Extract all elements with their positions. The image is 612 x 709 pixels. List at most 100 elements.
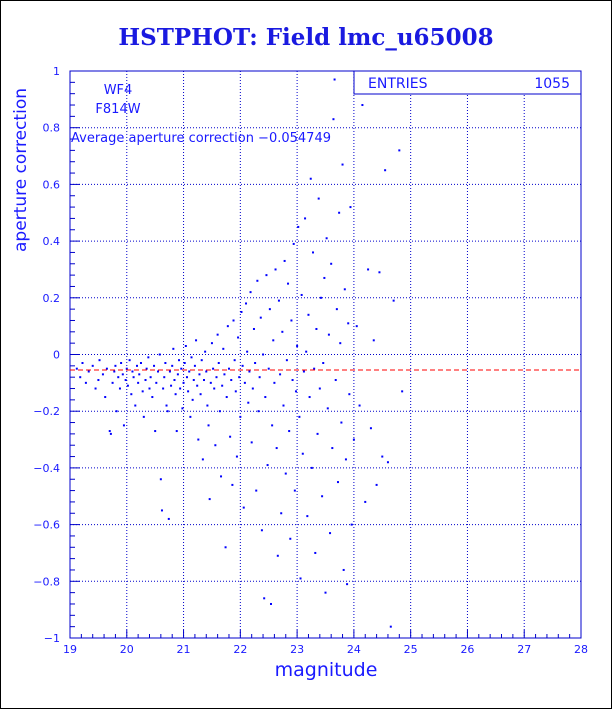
- data-point: [124, 379, 127, 382]
- data-point: [217, 362, 220, 365]
- data-point: [180, 367, 183, 370]
- data-point: [79, 376, 82, 379]
- data-point: [141, 390, 144, 393]
- data-point: [182, 381, 185, 384]
- data-point: [314, 551, 317, 554]
- data-point: [338, 211, 341, 214]
- data-point: [130, 393, 133, 396]
- x-tick-label: 25: [404, 643, 418, 656]
- data-point: [190, 356, 193, 359]
- x-tick-label: 22: [233, 643, 247, 656]
- data-point: [117, 376, 120, 379]
- data-point: [166, 410, 169, 413]
- data-point: [330, 262, 333, 265]
- data-point: [207, 424, 210, 427]
- data-point: [255, 489, 258, 492]
- data-point: [245, 302, 248, 305]
- data-point: [389, 625, 392, 628]
- data-point: [384, 169, 387, 172]
- data-point: [223, 373, 226, 376]
- data-point: [332, 118, 335, 121]
- data-point: [225, 396, 228, 399]
- stats-box: [353, 70, 582, 95]
- data-point: [301, 452, 304, 455]
- data-point: [142, 415, 145, 418]
- data-point: [307, 313, 310, 316]
- y-tick-label: −0.4: [33, 462, 60, 475]
- data-point: [162, 387, 165, 390]
- data-point: [199, 393, 202, 396]
- data-point: [282, 404, 285, 407]
- data-point: [132, 376, 135, 379]
- data-point: [135, 364, 138, 367]
- data-point: [272, 339, 275, 342]
- data-point: [91, 364, 94, 367]
- data-point: [120, 362, 123, 365]
- data-point: [137, 381, 140, 384]
- data-point: [205, 370, 208, 373]
- data-point: [208, 498, 211, 501]
- data-point: [94, 387, 97, 390]
- data-point: [319, 296, 322, 299]
- data-point: [204, 350, 207, 353]
- x-tick-label: 28: [574, 643, 588, 656]
- data-point: [355, 325, 358, 328]
- data-point: [235, 455, 238, 458]
- data-point: [224, 546, 227, 549]
- chart-title: HSTPHOT: Field lmc_u65008: [118, 24, 494, 51]
- data-point: [171, 364, 174, 367]
- data-point: [175, 430, 178, 433]
- data-point: [401, 390, 404, 393]
- x-tick-labels: 19 20 21 22 23 24 25 26 27 28: [63, 643, 588, 656]
- data-point: [258, 376, 261, 379]
- data-point: [271, 424, 274, 427]
- x-tick-label: 20: [120, 643, 134, 656]
- data-point: [202, 379, 205, 382]
- data-point: [193, 364, 196, 367]
- data-point: [231, 483, 234, 486]
- data-point: [321, 495, 324, 498]
- data-point: [242, 506, 245, 509]
- data-point: [197, 438, 200, 441]
- y-tick-label: 0.6: [43, 178, 61, 191]
- y-tick-label: −1: [44, 632, 60, 645]
- data-point: [233, 359, 236, 362]
- y-tick-label: 0.8: [43, 122, 61, 135]
- data-point: [139, 362, 142, 365]
- data-point: [104, 396, 107, 399]
- data-point: [265, 274, 268, 277]
- data-point: [185, 376, 188, 379]
- data-point: [254, 362, 257, 365]
- data-point: [290, 319, 293, 322]
- data-point: [347, 322, 350, 325]
- data-point: [298, 415, 301, 418]
- data-point: [257, 410, 260, 413]
- data-point: [213, 387, 216, 390]
- data-point: [309, 177, 312, 180]
- data-point: [352, 438, 355, 441]
- data-point: [275, 447, 278, 450]
- data-point: [256, 279, 259, 282]
- data-point: [221, 384, 224, 387]
- data-point: [178, 359, 181, 362]
- data-point: [262, 353, 265, 356]
- data-point: [220, 475, 223, 478]
- data-point: [189, 415, 192, 418]
- data-point: [232, 319, 235, 322]
- data-point: [84, 381, 87, 384]
- data-point: [184, 344, 187, 347]
- data-point: [273, 381, 276, 384]
- data-point: [280, 512, 283, 515]
- data-point: [200, 359, 203, 362]
- data-point: [234, 390, 237, 393]
- data-point: [318, 387, 321, 390]
- data-point: [325, 237, 328, 240]
- data-point: [316, 432, 319, 435]
- data-point: [122, 424, 125, 427]
- data-point: [334, 379, 337, 382]
- data-point: [263, 597, 266, 600]
- data-point: [249, 291, 252, 294]
- data-point: [158, 353, 161, 356]
- data-point: [229, 435, 232, 438]
- x-tick-label: 19: [63, 643, 77, 656]
